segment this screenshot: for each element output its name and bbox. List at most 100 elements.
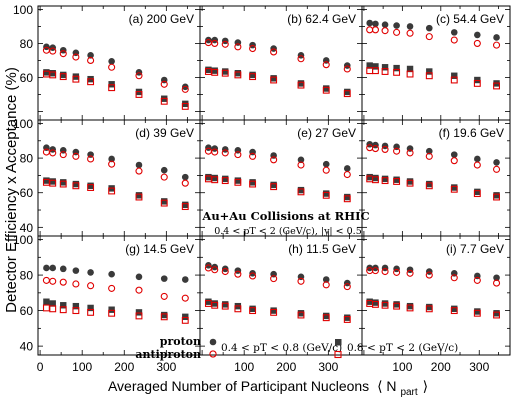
proton-high-pt-point bbox=[372, 63, 379, 70]
antiproton-low-pt-point bbox=[221, 149, 229, 157]
antiproton-high-pt-point bbox=[493, 82, 500, 90]
proton-high-pt-point bbox=[393, 176, 400, 183]
antiproton-low-pt-point bbox=[381, 27, 389, 35]
x-tick-label: 200 bbox=[431, 360, 451, 374]
antiproton-high-pt-point bbox=[135, 193, 143, 201]
antiproton-high-pt-point bbox=[381, 177, 389, 185]
proton-low-pt-point bbox=[381, 264, 389, 272]
panel-label: (d) 39 GeV bbox=[135, 126, 194, 140]
proton-high-pt-point bbox=[211, 67, 218, 74]
antiproton-high-pt-point bbox=[372, 67, 379, 75]
y-tick-label: 40 bbox=[20, 221, 34, 235]
antiproton-high-pt-point bbox=[322, 314, 330, 322]
antiproton-high-pt-point bbox=[42, 304, 50, 312]
proton-high-pt-point bbox=[43, 298, 50, 305]
antiproton-low-pt-point bbox=[270, 275, 278, 283]
antiproton-high-pt-point bbox=[160, 313, 168, 321]
proton-high-pt-point bbox=[297, 186, 305, 194]
antiproton-high-pt-point bbox=[211, 301, 219, 309]
antiproton-high-pt-point bbox=[249, 180, 257, 188]
antiproton-low-pt-point bbox=[249, 44, 257, 53]
proton-high-pt-point bbox=[161, 198, 168, 205]
y-tick-label: 80 bbox=[20, 37, 34, 51]
proton-high-pt-point bbox=[234, 177, 242, 184]
proton-high-pt-point bbox=[60, 179, 67, 186]
x-tick-label: 0 bbox=[37, 360, 44, 374]
proton-high-pt-point bbox=[43, 69, 50, 76]
proton-high-pt-point bbox=[426, 68, 433, 75]
proton-low-pt-point bbox=[181, 173, 189, 181]
proton-low-pt-point bbox=[108, 57, 115, 65]
antiproton-high-pt-point bbox=[270, 308, 278, 316]
proton-high-pt-point bbox=[87, 182, 94, 189]
proton-high-pt-point bbox=[366, 173, 373, 181]
legend-antiproton-high-marker bbox=[334, 350, 342, 359]
antiproton-high-pt-point bbox=[87, 78, 95, 86]
proton-high-pt-point bbox=[493, 192, 500, 199]
x-tick-label: 300 bbox=[156, 360, 176, 374]
antiproton-high-pt-point bbox=[372, 300, 379, 308]
antiproton-high-pt-point bbox=[59, 180, 67, 188]
antiproton-high-pt-point bbox=[49, 179, 57, 187]
legend-proton-high-marker bbox=[335, 339, 342, 346]
antiproton-low-pt-point bbox=[492, 165, 501, 173]
proton-high-pt-point bbox=[249, 71, 256, 79]
antiproton-high-pt-point bbox=[270, 183, 278, 191]
antiproton-high-pt-point bbox=[450, 307, 458, 315]
proton-low-pt-point bbox=[493, 159, 500, 166]
antiproton-high-pt-point bbox=[343, 316, 351, 323]
antiproton-low-pt-point bbox=[371, 267, 380, 275]
panel-label: (g) 14.5 GeV bbox=[125, 242, 194, 256]
x-axis-label-symbol: ⟨ N bbox=[377, 378, 396, 394]
antiproton-low-pt-point bbox=[49, 47, 57, 55]
legend-low-pt-label: 0.4 < pT < 0.8 (GeV/c) bbox=[221, 342, 342, 354]
proton-low-pt-point bbox=[135, 273, 143, 281]
antiproton-high-pt-point bbox=[425, 305, 433, 313]
proton-low-pt-point bbox=[322, 160, 330, 168]
proton-high-pt-point bbox=[406, 178, 414, 185]
antiproton-high-pt-point bbox=[160, 97, 168, 105]
antiproton-low-pt-point bbox=[343, 65, 351, 73]
y-tick-label: 80 bbox=[20, 152, 34, 166]
proton-high-pt-point bbox=[406, 65, 414, 73]
proton-low-pt-point bbox=[322, 276, 330, 283]
proton-low-pt-point bbox=[366, 19, 373, 27]
antiproton-low-pt-point bbox=[59, 278, 67, 286]
antiproton-low-pt-point bbox=[221, 40, 229, 48]
antiproton-low-pt-point bbox=[108, 63, 116, 71]
proton-high-pt-point bbox=[182, 201, 189, 209]
antiproton-low-pt-point bbox=[87, 56, 95, 64]
proton-high-pt-point bbox=[474, 308, 481, 315]
antiproton-high-pt-point bbox=[249, 307, 257, 315]
antiproton-low-pt-point bbox=[87, 282, 95, 290]
proton-high-pt-point bbox=[372, 299, 379, 306]
panel: (h) 11.5 GeV bbox=[199, 235, 363, 356]
antiproton-high-pt-point bbox=[87, 184, 95, 191]
antiproton-high-pt-point bbox=[59, 306, 67, 314]
antiproton-low-pt-point bbox=[49, 149, 57, 157]
panel: (e) 27 GeV bbox=[199, 119, 363, 237]
proton-high-pt-point bbox=[161, 311, 168, 319]
proton-high-pt-point bbox=[344, 193, 351, 201]
proton-high-pt-point bbox=[381, 175, 389, 183]
antiproton-high-pt-point bbox=[49, 71, 57, 79]
proton-low-pt-point bbox=[43, 264, 50, 272]
x-axis-label-close: ⟩ bbox=[423, 378, 428, 394]
antiproton-high-pt-point bbox=[211, 68, 219, 76]
proton-low-pt-point bbox=[160, 275, 168, 282]
proton-low-pt-point bbox=[474, 155, 481, 163]
proton-high-pt-point bbox=[205, 66, 212, 74]
proton-low-pt-point bbox=[72, 267, 80, 274]
antiproton-high-pt-point bbox=[406, 179, 414, 187]
proton-low-pt-point bbox=[493, 274, 500, 282]
y-tick-label: 60 bbox=[20, 304, 34, 318]
antiproton-high-pt-point bbox=[221, 69, 229, 77]
proton-low-pt-point bbox=[108, 155, 115, 163]
antiproton-low-pt-point bbox=[473, 161, 481, 169]
legend-antiproton-label: antiproton bbox=[135, 348, 201, 361]
antiproton-high-pt-point bbox=[108, 309, 116, 317]
proton-low-pt-point bbox=[49, 264, 57, 272]
x-axis-label: Averaged Number of Participant Nucleons … bbox=[108, 378, 428, 398]
y-tick-label: 100 bbox=[13, 3, 33, 17]
